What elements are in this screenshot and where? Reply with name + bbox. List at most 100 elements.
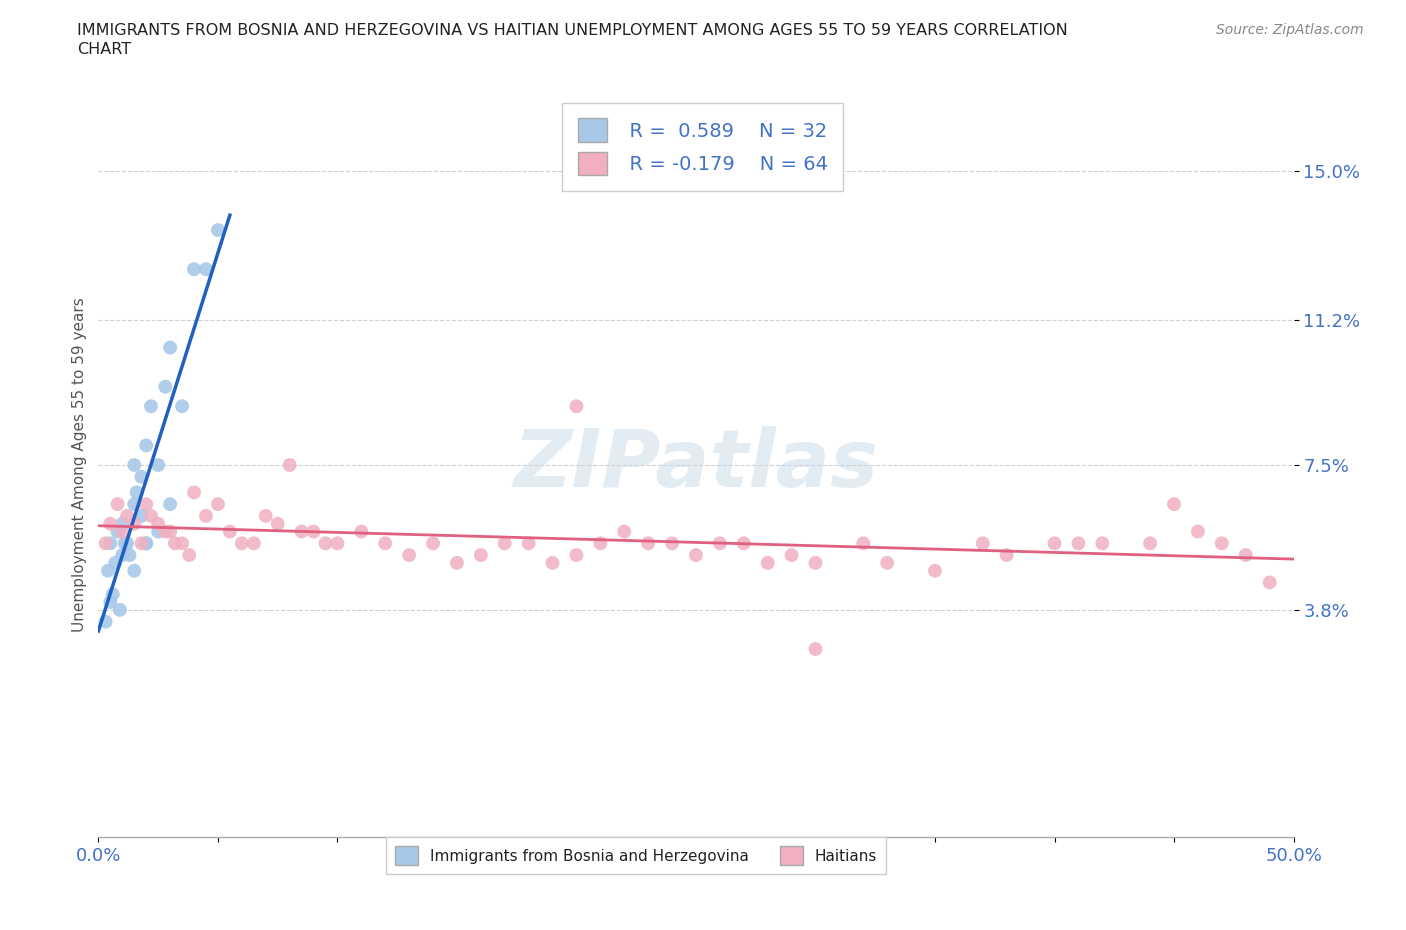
Point (131, 509, 153, 524)
Point (172, 399, 194, 414)
Point (104, 555, 127, 570)
Point (195, 509, 218, 524)
Point (661, 536, 683, 551)
Point (995, 548, 1018, 563)
Point (159, 497, 181, 512)
Point (231, 536, 253, 551)
Point (155, 379, 177, 394)
Point (1258, 575, 1281, 590)
Point (267, 516, 290, 531)
Point (98, 516, 122, 531)
Point (124, 458, 146, 472)
Point (107, 525, 129, 539)
Point (115, 509, 138, 524)
Point (446, 555, 468, 570)
Point (131, 536, 153, 551)
Point (565, 399, 588, 414)
Point (315, 536, 337, 551)
Point (1043, 536, 1066, 551)
Text: CHART: CHART (77, 42, 131, 57)
Point (876, 555, 898, 570)
Point (972, 536, 994, 551)
Point (278, 458, 301, 472)
Legend: Immigrants from Bosnia and Herzegovina, Haitians: Immigrants from Bosnia and Herzegovina, … (387, 837, 886, 874)
Point (107, 497, 129, 512)
Point (1163, 497, 1185, 512)
Point (852, 536, 875, 551)
Point (243, 536, 266, 551)
Point (219, 525, 242, 539)
Point (374, 536, 396, 551)
Point (159, 525, 181, 539)
Point (135, 497, 157, 512)
Point (148, 458, 170, 472)
Point (155, 525, 177, 539)
Point (148, 525, 170, 539)
Point (195, 261, 218, 276)
Point (207, 222, 229, 237)
Point (118, 548, 141, 563)
Point (709, 536, 731, 551)
Point (98, 594, 122, 609)
Point (108, 603, 131, 618)
Point (148, 516, 170, 531)
Point (131, 470, 153, 485)
Point (135, 536, 157, 551)
Text: IMMIGRANTS FROM BOSNIA AND HERZEGOVINA VS HAITIAN UNEMPLOYMENT AMONG AGES 55 TO : IMMIGRANTS FROM BOSNIA AND HERZEGOVINA V… (77, 23, 1069, 38)
Point (1234, 548, 1257, 563)
Point (302, 525, 325, 539)
Point (135, 536, 157, 551)
Point (94, 536, 117, 551)
Point (1211, 536, 1233, 551)
Point (494, 536, 516, 551)
Point (124, 564, 146, 578)
Point (1091, 536, 1114, 551)
Point (114, 536, 136, 551)
Point (589, 536, 612, 551)
Point (183, 261, 205, 276)
Point (685, 548, 707, 563)
Point (124, 516, 146, 531)
Point (254, 509, 277, 524)
Point (1187, 525, 1209, 539)
Point (111, 548, 134, 563)
Point (139, 509, 162, 524)
Point (101, 587, 124, 602)
Point (517, 536, 540, 551)
Point (207, 497, 229, 512)
Point (541, 555, 564, 570)
Point (350, 525, 373, 539)
Point (1067, 536, 1090, 551)
Point (326, 536, 349, 551)
Point (924, 564, 946, 578)
Point (163, 536, 186, 551)
Point (613, 525, 636, 539)
Point (111, 525, 134, 539)
Point (398, 548, 420, 563)
Point (637, 536, 659, 551)
Point (470, 548, 492, 563)
Point (733, 536, 755, 551)
Point (179, 548, 201, 563)
Text: Source: ZipAtlas.com: Source: ZipAtlas.com (1216, 23, 1364, 37)
Point (422, 536, 444, 551)
Text: ZIPatlas: ZIPatlas (513, 426, 879, 504)
Point (97, 564, 120, 578)
Point (115, 536, 138, 551)
Point (1139, 536, 1161, 551)
Point (172, 536, 194, 551)
Point (804, 555, 827, 570)
Point (111, 516, 134, 531)
Point (756, 555, 779, 570)
Y-axis label: Unemployment Among Ages 55 to 59 years: Unemployment Among Ages 55 to 59 years (72, 298, 87, 632)
Point (159, 340, 181, 355)
Point (291, 525, 314, 539)
Point (139, 399, 162, 414)
Point (125, 485, 148, 499)
Point (94, 614, 117, 629)
Point (183, 485, 205, 499)
Point (135, 438, 157, 453)
Point (804, 642, 827, 657)
Point (98, 536, 122, 551)
Point (124, 497, 146, 512)
